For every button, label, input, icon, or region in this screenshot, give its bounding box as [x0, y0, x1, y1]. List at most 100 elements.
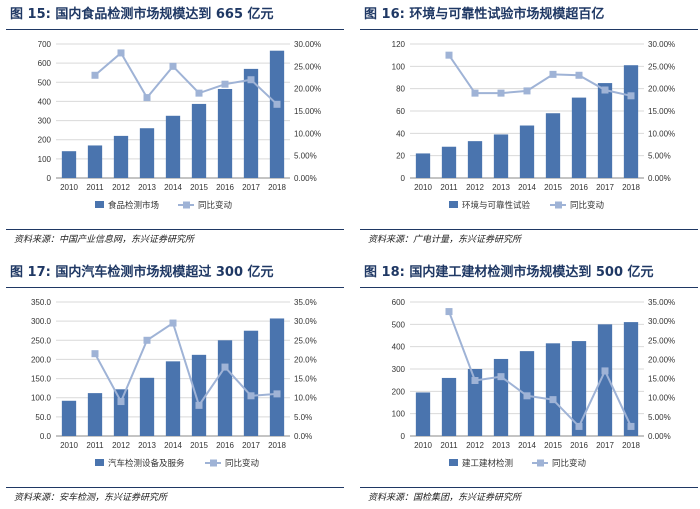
- y2-tick-label: 0.00%: [648, 432, 671, 441]
- y-tick-label: 80: [396, 85, 405, 94]
- y2-tick-label: 30.00%: [294, 40, 321, 49]
- y2-tick-label: 20.0%: [294, 355, 317, 364]
- chart-16-svg: 0 20 40 60 80 100 120 0.00% 5.00% 10.00% 15.00% 20.…: [392, 40, 676, 211]
- line-marker: [497, 89, 505, 97]
- y-tick-label: 200: [38, 136, 52, 145]
- x-tick-label: 2011: [440, 183, 458, 192]
- line-marker: [601, 86, 609, 94]
- x-tick-label: 2018: [268, 183, 286, 192]
- x-tick-label: 2013: [138, 183, 156, 192]
- x-tick-label: 2015: [544, 441, 562, 450]
- chart-panel-18: 图 18: 国内建工建材检测市场规模达到 500 亿元 0 100 200 300 40…: [354, 258, 700, 508]
- chart-title: 图 17: 国内汽车检测市场规模超过 300 亿元: [10, 265, 274, 280]
- line-marker: [471, 376, 479, 384]
- bar: [571, 97, 587, 178]
- legend-line-marker: [555, 201, 562, 209]
- bar: [493, 358, 509, 436]
- legend-line-marker: [210, 459, 217, 467]
- y-tick-label: 0.0: [40, 432, 52, 441]
- x-tick-label: 2015: [190, 441, 208, 450]
- x-tick-label: 2014: [518, 183, 536, 192]
- bar: [61, 151, 77, 178]
- x-tick-label: 2010: [414, 183, 432, 192]
- chart-title: 图 16: 环境与可靠性试验市场规模超百亿: [364, 7, 605, 22]
- bar: [139, 128, 155, 178]
- line-marker: [523, 87, 531, 95]
- x-tick-label: 2017: [596, 183, 614, 192]
- y-tick-label: 0: [47, 174, 52, 183]
- line-marker: [523, 392, 531, 400]
- y2-tick-label: 20.00%: [294, 85, 321, 94]
- line-marker: [575, 71, 583, 79]
- series-line: [448, 311, 632, 429]
- bar: [87, 393, 103, 436]
- line-marker: [549, 396, 557, 404]
- line-marker: [273, 100, 281, 108]
- y2-tick-label: 0.00%: [294, 174, 317, 183]
- line-marker: [169, 62, 177, 70]
- y2-tick-label: 0.00%: [648, 174, 671, 183]
- y2-tick-label: 10.00%: [648, 129, 675, 138]
- y-tick-label: 40: [396, 129, 405, 138]
- y2-tick-label: 5.0%: [294, 413, 312, 422]
- y-tick-label: 600: [38, 59, 52, 68]
- title-rule: [6, 287, 344, 288]
- x-tick-label: 2015: [544, 183, 562, 192]
- bar: [467, 369, 483, 436]
- bar: [113, 135, 129, 178]
- legend-line-marker: [537, 459, 544, 467]
- bar: [61, 400, 77, 436]
- y-tick-label: 300: [392, 365, 406, 374]
- legend-bar-swatch: [95, 459, 104, 466]
- y-tick-label: 100: [392, 410, 406, 419]
- line-marker: [143, 336, 151, 344]
- title-rule: [360, 29, 698, 30]
- bar: [139, 377, 155, 436]
- source-note: 资料来源：广电计量，东兴证券研究所: [368, 235, 522, 245]
- y-tick-label: 20: [396, 152, 405, 161]
- line-marker: [497, 373, 505, 381]
- x-tick-label: 2011: [86, 183, 104, 192]
- line-marker: [143, 94, 151, 102]
- y-tick-label: 300: [38, 117, 52, 126]
- x-tick-label: 2017: [596, 441, 614, 450]
- x-tick-label: 2016: [216, 183, 234, 192]
- line-marker: [627, 92, 635, 100]
- x-tick-label: 2014: [164, 183, 182, 192]
- y-tick-label: 0: [401, 174, 406, 183]
- y-tick-label: 50.0: [35, 413, 51, 422]
- line-marker: [627, 422, 635, 430]
- legend-label: 同比变动: [198, 200, 233, 211]
- line-marker: [601, 367, 609, 375]
- y2-tick-label: 25.00%: [648, 62, 675, 71]
- x-tick-label: 2010: [60, 441, 78, 450]
- y-tick-label: 700: [38, 40, 52, 49]
- legend-label: 汽车检测设备及服务: [108, 458, 185, 469]
- source-note: 资料来源：国检集团，东兴证券研究所: [368, 493, 522, 503]
- bar: [545, 343, 561, 436]
- bar: [467, 141, 483, 178]
- bar: [441, 146, 457, 178]
- y-tick-label: 400: [38, 97, 52, 106]
- x-tick-label: 2011: [440, 441, 458, 450]
- series-line: [448, 54, 632, 97]
- bar: [191, 103, 207, 178]
- bar: [519, 125, 535, 178]
- bar: [269, 318, 285, 436]
- x-tick-label: 2018: [622, 441, 640, 450]
- x-tick-label: 2016: [570, 183, 588, 192]
- line-marker: [247, 392, 255, 400]
- bar: [243, 68, 259, 178]
- bar: [243, 330, 259, 436]
- y2-tick-label: 10.00%: [294, 129, 321, 138]
- y2-tick-label: 25.00%: [294, 62, 321, 71]
- y-tick-label: 300.0: [31, 317, 52, 326]
- chart-17-svg: 0.0 50.0 100.0 150.0 200.0 250.0 300.0 350.0 0.0…: [31, 298, 317, 469]
- x-tick-label: 2010: [414, 441, 432, 450]
- legend-bar-swatch: [449, 201, 458, 208]
- bar: [415, 392, 431, 436]
- x-tick-label: 2012: [112, 441, 130, 450]
- series-line: [94, 321, 278, 408]
- chart-panel-17: 图 17: 国内汽车检测市场规模超过 300 亿元 0.0 50.0 100.0 15…: [0, 258, 346, 508]
- source-note: 资料来源：中国产业信息网，东兴证券研究所: [14, 235, 195, 245]
